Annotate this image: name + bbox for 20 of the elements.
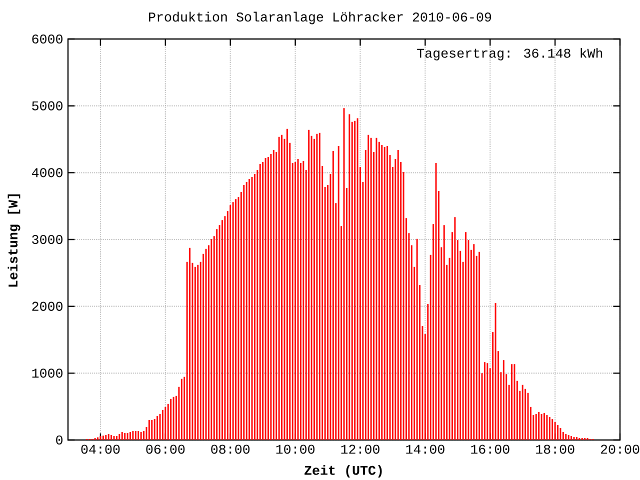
x-tick-label: 06:00 [146, 444, 185, 454]
y-tick-label: 2000 [32, 302, 62, 311]
chart-title: Produktion Solaranlage Löhracker 2010-06-09 [149, 12, 492, 24]
y-tick-label: 6000 [32, 34, 62, 44]
x-tick-label: 04:00 [81, 444, 120, 454]
x-tick-label: 16:00 [471, 444, 510, 454]
x-tick-label: 20:00 [600, 444, 640, 454]
annotation: Tagesertrag: 36.148 kWh [417, 48, 602, 60]
x-tick-label: 18:00 [536, 444, 574, 454]
x-tick-label: 14:00 [406, 444, 444, 454]
y-tick-label: 3000 [32, 234, 62, 244]
x-tick-label: 12:00 [341, 444, 380, 454]
x-axis-title: Zeit (UTC) [304, 465, 382, 478]
y-tick-label: 1000 [32, 368, 62, 378]
y-tick-label: 0 [56, 435, 62, 445]
x-tick-label: 08:00 [211, 444, 250, 454]
x-tick-label: 10:00 [276, 444, 314, 454]
y-axis-title: Leistung [W] [8, 194, 20, 287]
y-tick-label: 4000 [32, 168, 62, 178]
y-tick-label: 5000 [32, 101, 62, 110]
